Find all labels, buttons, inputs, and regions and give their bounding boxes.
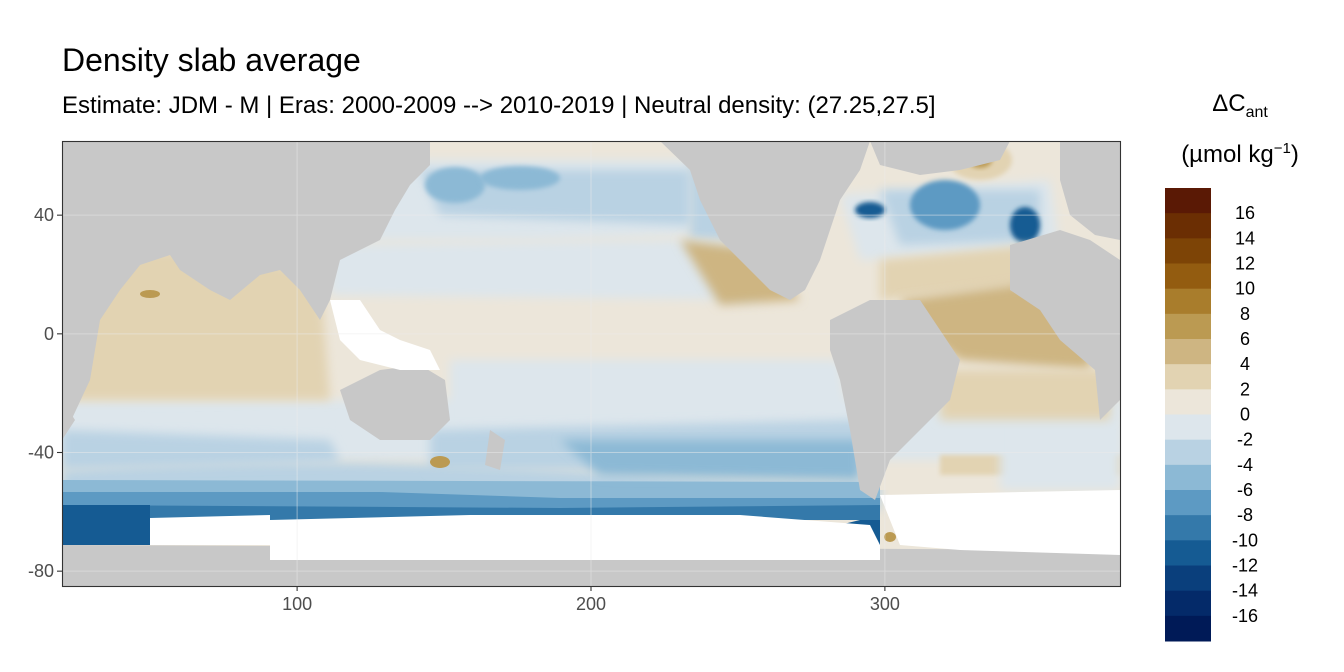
legend-label: -14 [1232, 581, 1258, 601]
x-tick-label: 200 [576, 594, 606, 614]
land-south-america [830, 300, 960, 500]
legend-title-subscript: ant [1245, 103, 1268, 121]
land-north-america [660, 141, 870, 300]
legend-label: -6 [1237, 480, 1253, 500]
legend-label: 12 [1235, 254, 1255, 274]
legend-swatch [1165, 389, 1211, 415]
land-greenland [870, 141, 1010, 175]
legend-label: 6 [1240, 329, 1250, 349]
legend-swatch [1165, 490, 1211, 516]
legend-swatch [1165, 263, 1211, 290]
y-axis: 40 0 -40 -80 [28, 205, 62, 581]
x-tick-label: 100 [282, 594, 312, 614]
legend-label: -2 [1237, 430, 1253, 450]
land-layer [62, 141, 1120, 586]
legend-swatch [1165, 414, 1211, 441]
gridlines [62, 141, 1120, 586]
land-africa-east [1010, 230, 1120, 420]
legend-colorbar: 16 14 12 10 8 6 4 2 0 -2 -4 -6 -8 -10 -12 -14 -16 [1165, 188, 1258, 642]
x-tick-label: 300 [870, 594, 900, 614]
chart-subtitle: Estimate: JDM - M | Eras: 2000-2009 --> … [62, 92, 936, 119]
x-axis: 100 200 300 [282, 586, 900, 614]
legend-label: 0 [1240, 405, 1250, 425]
legend-unit: (µmol kg−1) [1160, 140, 1320, 169]
y-tick-label: 0 [44, 324, 54, 344]
legend-label: -4 [1237, 455, 1253, 475]
legend-label: 10 [1235, 279, 1255, 299]
legend-label: -10 [1232, 530, 1258, 550]
land-eurasia-africa [62, 141, 430, 440]
y-tick-label: -40 [28, 443, 54, 463]
legend-swatch [1165, 565, 1211, 592]
y-tick-label: 40 [34, 205, 54, 225]
land-new-zealand [485, 430, 505, 470]
legend-swatch [1165, 590, 1211, 617]
legend-swatch [1165, 188, 1211, 214]
legend-label: -16 [1232, 606, 1258, 626]
legend-swatch [1165, 213, 1211, 239]
chart-title: Density slab average [62, 42, 361, 78]
legend-swatch [1165, 238, 1211, 264]
legend-swatch [1165, 313, 1211, 340]
legend-unit-close: ) [1290, 141, 1299, 168]
legend-swatch [1165, 540, 1211, 566]
legend-swatch [1165, 288, 1211, 315]
legend-swatch [1165, 464, 1211, 491]
legend-unit-exp: −1 [1273, 140, 1291, 157]
y-tick-label: -80 [28, 561, 54, 581]
legend-swatch [1165, 339, 1211, 365]
legend-label: 4 [1240, 354, 1250, 374]
legend-label: -8 [1237, 505, 1253, 525]
legend-title: ΔCant [1170, 90, 1310, 122]
legend-label: 2 [1240, 379, 1250, 399]
land-australia [340, 365, 450, 440]
legend-swatch [1165, 364, 1211, 390]
legend-label: 14 [1235, 228, 1255, 248]
legend-swatch [1165, 515, 1211, 541]
legend-unit-main: (µmol kg [1181, 141, 1274, 168]
legend-label: 8 [1240, 304, 1250, 324]
legend-swatch [1165, 439, 1211, 466]
legend-swatch [1165, 615, 1211, 642]
legend-label: -12 [1232, 556, 1258, 576]
legend-title-symbol: ΔC [1212, 90, 1246, 117]
legend-label: 16 [1235, 203, 1255, 223]
